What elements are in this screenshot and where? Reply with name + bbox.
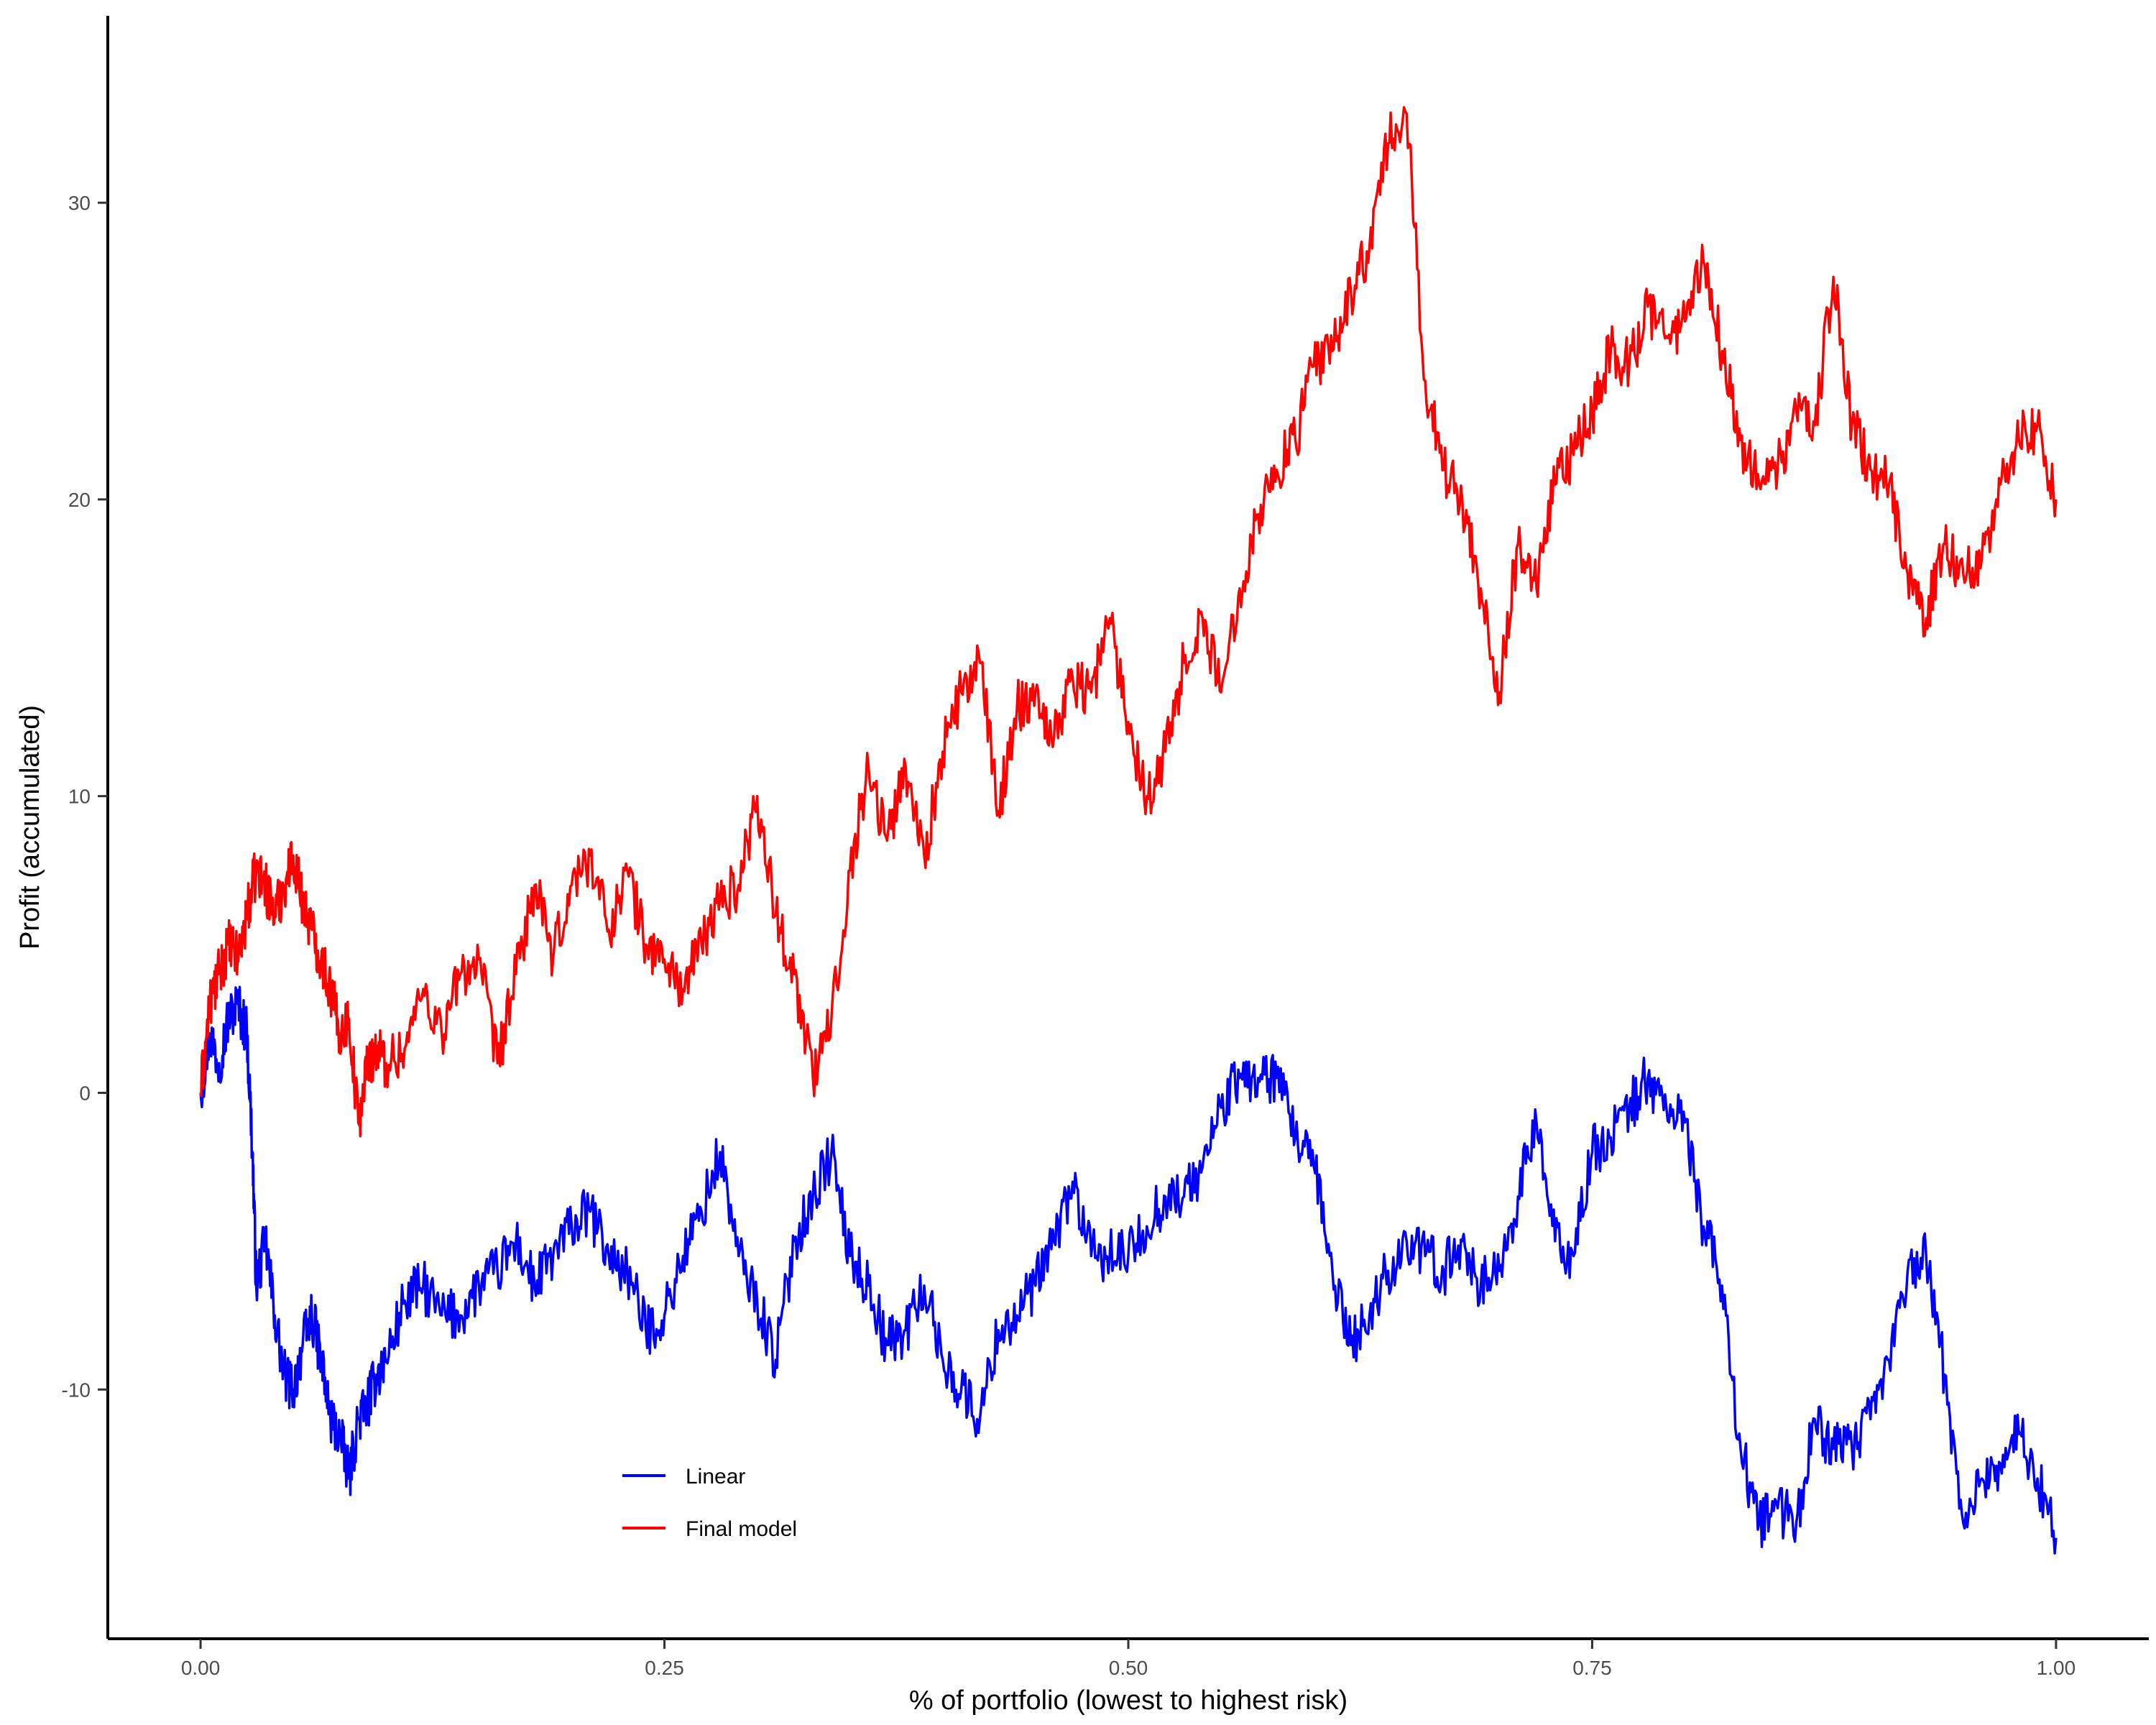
legend-label-linear: Linear <box>686 1465 745 1489</box>
series-line-final-model <box>199 106 2058 1138</box>
y-tick-label: 10 <box>68 786 91 808</box>
x-tick-label: 0.00 <box>181 1657 221 1679</box>
x-axis-title: % of portfolio (lowest to highest risk) <box>909 1685 1348 1716</box>
x-ticks: 0.00 0.25 0.50 0.75 1.00 <box>181 1639 2076 1679</box>
y-tick-label: -10 <box>62 1379 91 1401</box>
y-ticks: -10 0 10 20 30 <box>62 192 108 1401</box>
y-tick-label: 0 <box>79 1082 91 1104</box>
x-tick-label: 0.50 <box>1109 1657 1148 1679</box>
x-tick-label: 0.75 <box>1572 1657 1612 1679</box>
x-tick-label: 1.00 <box>2037 1657 2076 1679</box>
series-line-linear <box>199 985 2058 1555</box>
legend-label-final-model: Final model <box>686 1517 797 1541</box>
y-tick-label: 30 <box>68 192 91 214</box>
series-layer <box>199 106 2058 1555</box>
y-tick-label: 20 <box>68 489 91 511</box>
legend: Linear Final model <box>622 1465 797 1541</box>
y-axis-title: Profit (accumulated) <box>15 705 45 949</box>
x-tick-label: 0.25 <box>645 1657 684 1679</box>
